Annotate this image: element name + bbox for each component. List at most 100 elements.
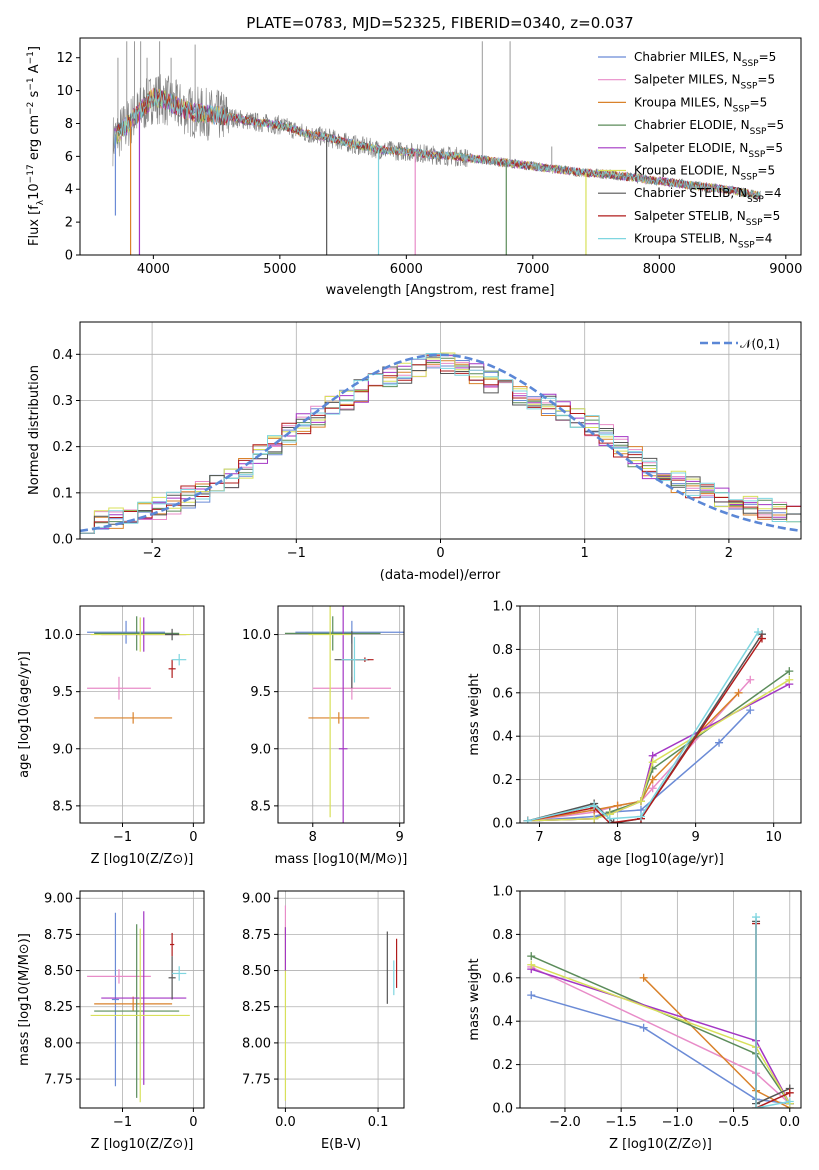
model-spectrum [113, 88, 761, 200]
plot-area [278, 606, 404, 823]
weight-marker [715, 738, 724, 747]
normal-reference-curve [80, 353, 801, 533]
x-tick-label: 8 [613, 830, 621, 845]
weight-marker [746, 706, 755, 715]
x-axis-label: wavelength [Angstrom, rest frame] [326, 283, 555, 298]
weight-line [527, 709, 751, 822]
x-axis-label: Z [log10(Z/Z⊙)] [91, 1137, 194, 1152]
x-axis-label: E(B-V) [321, 1137, 361, 1152]
panel-6: 0.0 0.1 7.75 8.00 8.25 8.50 8.75 9.00 E(B-V) [242, 890, 405, 1152]
weight-marker [785, 667, 794, 676]
legend-entry: Salpeter MILES, NSSP=5 [634, 73, 775, 92]
weight-marker [590, 801, 599, 810]
legend-entry: Salpeter STELIB, NSSP=5 [634, 209, 780, 228]
weight-marker [636, 797, 645, 806]
weight-marker [754, 628, 763, 637]
y-tick-label: 9.00 [44, 892, 73, 907]
y-tick-label: 0 [65, 249, 73, 264]
residual-histogram [80, 353, 801, 534]
weight-line [527, 679, 751, 822]
weight-line [527, 670, 790, 822]
weight-line [530, 994, 790, 1105]
legend-entry: 𝒩(0,1) [740, 337, 780, 351]
y-axis-label: mass weight [467, 958, 482, 1040]
y-tick-label: 8.5 [250, 799, 271, 814]
axes-frame [79, 605, 205, 824]
weight-line [527, 638, 763, 823]
weight-line [527, 683, 790, 822]
y-tick-label: 0.0 [492, 817, 513, 832]
weight-marker [527, 952, 536, 961]
y-axis-label: Normed distribution [27, 365, 42, 495]
weight-marker [609, 819, 618, 823]
weight-line [643, 977, 791, 1108]
legend-entry: Chabrier MILES, NSSP=5 [634, 50, 776, 69]
weight-marker [527, 991, 536, 1000]
y-axis-label: mass weight [467, 673, 482, 755]
y-tick-label: 4 [65, 183, 73, 198]
y-tick-label: 0.0 [52, 533, 73, 548]
y-tick-label: 0.2 [492, 773, 513, 788]
weight-marker [639, 1023, 648, 1032]
y-tick-label: 8.00 [242, 1036, 271, 1051]
weight-marker [785, 675, 794, 684]
plot-area [112, 41, 761, 255]
y-tick-label: 6 [65, 150, 73, 165]
weight-line [755, 923, 791, 1108]
x-tick-label: 0.1 [368, 1115, 389, 1130]
weight-marker [734, 688, 743, 697]
x-tick-label: 1 [581, 546, 589, 561]
y-tick-label: 0.2 [492, 1058, 513, 1073]
y-tick-label: 0.1 [52, 486, 73, 501]
weight-marker [636, 812, 645, 821]
x-tick-label: −0.5 [718, 1115, 750, 1130]
weight-line [527, 679, 790, 822]
x-tick-label: 9 [691, 830, 699, 845]
x-tick-label: 0.0 [275, 1115, 296, 1130]
plot-area [80, 606, 204, 823]
weight-marker [605, 814, 614, 823]
x-tick-label: 10 [765, 830, 782, 845]
plot-area [80, 322, 801, 539]
y-tick-label: 0.8 [492, 928, 513, 943]
plot-area [278, 891, 404, 1108]
weight-line [527, 633, 763, 823]
x-tick-label: 5000 [263, 262, 296, 277]
axes-frame [79, 890, 205, 1109]
x-tick-label: 8000 [643, 262, 676, 277]
y-tick-label: 0.2 [52, 440, 73, 455]
weight-marker [785, 1088, 794, 1097]
x-tick-label: 0 [189, 1115, 197, 1130]
axes-frame [519, 890, 802, 1109]
model-spectrum [113, 89, 761, 199]
panel-4: 7 8 9 10 0.0 0.2 0.4 0.6 0.8 1.0 age [log10(age/yr… [467, 600, 802, 867]
model-spectrum [113, 88, 761, 200]
y-tick-label: 2 [65, 216, 73, 231]
x-tick-label: 9 [396, 830, 404, 845]
plot-area [520, 606, 801, 823]
y-tick-label: 0.3 [52, 394, 73, 409]
y-tick-label: 8.75 [44, 928, 73, 943]
legend-entry: Salpeter ELODIE, NSSP=5 [634, 141, 783, 160]
legend-entry: Chabrier STELIB, NSSP=4 [634, 186, 782, 205]
weight-marker [648, 784, 657, 793]
x-tick-label: 2 [725, 546, 733, 561]
y-tick-label: 8.00 [44, 1036, 73, 1051]
x-tick-label: −2 [143, 546, 162, 561]
y-tick-label: 9.0 [250, 742, 271, 757]
panel-3: 8 9 8.5 9.0 9.5 10.0 mass [log10(M/M⊙)] [242, 605, 407, 867]
x-tick-label: −1.0 [662, 1115, 694, 1130]
y-tick-label: 10.0 [242, 628, 271, 643]
y-axis-label: age [log10(age/yr)] [17, 651, 32, 778]
x-axis-label: Z [log10(Z/Z⊙)] [91, 852, 194, 867]
x-tick-label: 7 [535, 830, 543, 845]
weight-line [530, 966, 791, 1105]
plot-area [80, 891, 204, 1108]
chart-title: PLATE=0783, MJD=52325, FIBERID=0340, z=0… [246, 14, 633, 32]
y-tick-label: 9.0 [52, 742, 73, 757]
y-tick-label: 8.5 [52, 799, 73, 814]
weight-marker [757, 634, 766, 643]
x-axis-label: Z [log10(Z/Z⊙)] [609, 1137, 712, 1152]
weight-marker [523, 816, 532, 823]
y-tick-label: 0.4 [52, 348, 73, 363]
